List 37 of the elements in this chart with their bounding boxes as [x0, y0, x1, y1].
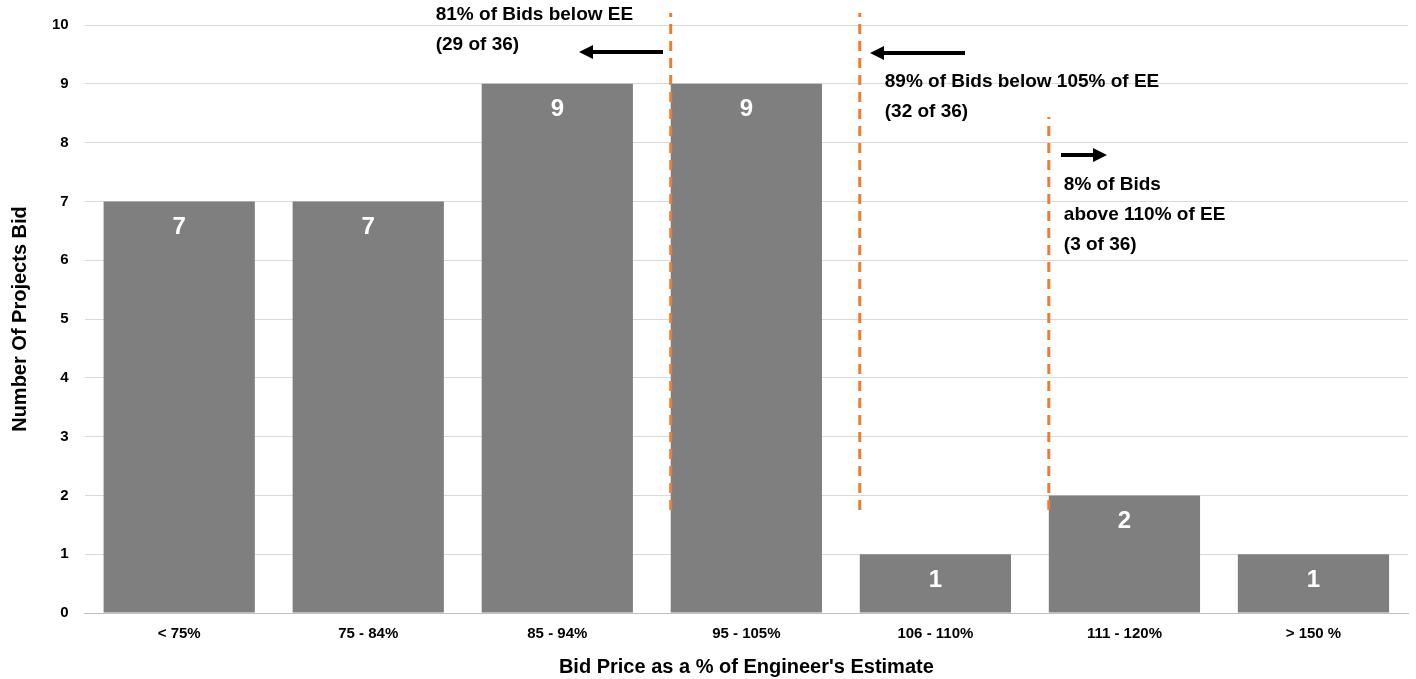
y-tick-label: 10	[52, 15, 69, 33]
y-tick-label: 5	[60, 309, 69, 327]
x-tick-label: 106 - 110%	[897, 624, 974, 642]
x-tick-label: 75 - 84%	[338, 624, 399, 642]
x-axis-title: Bid Price as a % of Engineer's Estimate	[558, 654, 934, 677]
bar	[292, 201, 444, 613]
x-tick-label: > 150 %	[1285, 624, 1342, 642]
y-tick-label: 4	[60, 367, 70, 385]
y-tick-label: 6	[60, 250, 69, 268]
ref-line-label: 8% of Bids above 110% of EE (3 of 36)	[1063, 173, 1226, 255]
y-tick-label: 0	[60, 603, 69, 621]
y-tick-label: 7	[60, 191, 69, 209]
ref-line-label: 81% of Bids below EE (29 of 36)	[435, 3, 634, 55]
y-tick-label: 3	[60, 426, 69, 444]
data-label: 9	[739, 94, 754, 122]
y-tick-label: 1	[60, 544, 69, 562]
y-axis-title: Number Of Projects Bid	[7, 206, 30, 432]
y-tick-label: 2	[60, 485, 69, 503]
bar	[1237, 554, 1390, 613]
data-label: 2	[1117, 506, 1132, 534]
bar	[103, 201, 255, 613]
data-label: 1	[928, 564, 943, 592]
data-label: 9	[550, 94, 564, 122]
bar	[1048, 495, 1201, 613]
x-tick-label: 95 - 105%	[712, 624, 781, 642]
data-label: 1	[1306, 564, 1321, 592]
bar	[859, 554, 1012, 613]
data-label: 7	[361, 212, 375, 240]
x-tick-label: 85 - 94%	[527, 624, 588, 642]
data-label: 7	[172, 212, 186, 240]
bar	[670, 83, 822, 613]
ref-line-label: 89% of Bids below 105% of EE (32 of 36)	[884, 70, 1160, 122]
x-tick-label: < 75%	[157, 624, 201, 642]
y-tick-label: 8	[60, 132, 69, 150]
x-tick-label: 111 - 120%	[1086, 624, 1162, 642]
bar	[481, 83, 633, 613]
y-tick-label: 9	[60, 73, 69, 91]
